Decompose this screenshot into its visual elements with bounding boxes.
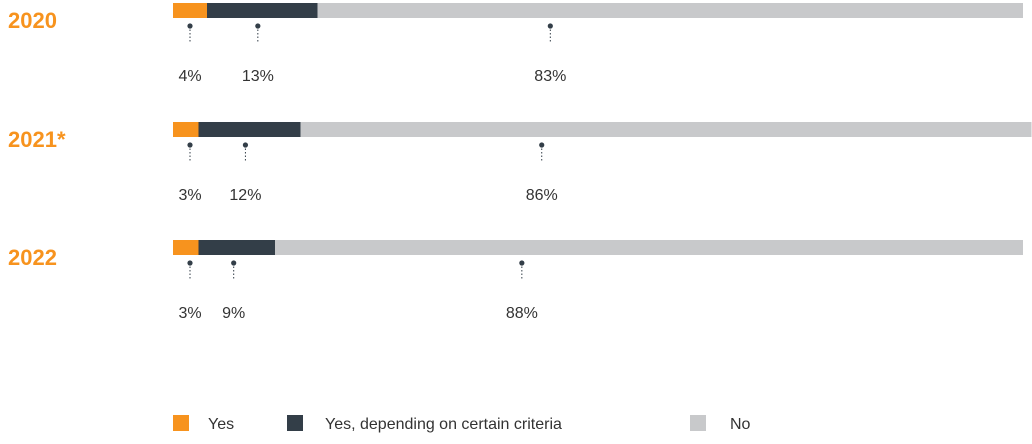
value-label-yes-depending-on-certain-criteria-2021: 12%	[229, 187, 261, 204]
value-label-no-2022: 88%	[506, 305, 538, 322]
bar-segment-no-2021	[300, 122, 1032, 137]
legend-label-no: No	[730, 416, 751, 433]
value-label-yes-depending-on-certain-criteria-2020: 13%	[242, 68, 274, 85]
legend-label-yes: Yes	[208, 416, 234, 433]
value-label-yes-depending-on-certain-criteria-2022: 9%	[222, 305, 245, 322]
bar-segment-no-2022	[275, 240, 1023, 255]
bar-segment-yes-2020	[173, 3, 207, 18]
year-label-2021: 2021*	[8, 127, 66, 152]
value-label-yes-2020: 4%	[178, 68, 201, 85]
legend-swatch-yes	[173, 415, 189, 431]
value-label-yes-2022: 3%	[178, 305, 201, 322]
year-label-2020: 2020	[8, 8, 57, 33]
bar-segment-yes-2021	[173, 122, 199, 137]
bar-segment-yes-depending-on-certain-criteria-2021	[198, 122, 301, 137]
value-label-no-2020: 83%	[534, 68, 566, 85]
bar-segment-yes-depending-on-certain-criteria-2020	[207, 3, 318, 18]
legend-swatch-no	[690, 415, 706, 431]
bar-segment-yes-2022	[173, 240, 199, 255]
value-label-yes-2021: 3%	[178, 187, 201, 204]
legend-swatch-yes-depending-on-certain-criteria	[287, 415, 303, 431]
value-label-no-2021: 86%	[526, 187, 558, 204]
bar-segment-no-2020	[317, 3, 1023, 18]
bar-segment-yes-depending-on-certain-criteria-2022	[198, 240, 275, 255]
legend-label-yes-depending-on-certain-criteria: Yes, depending on certain criteria	[325, 416, 562, 433]
year-label-2022: 2022	[8, 245, 57, 270]
